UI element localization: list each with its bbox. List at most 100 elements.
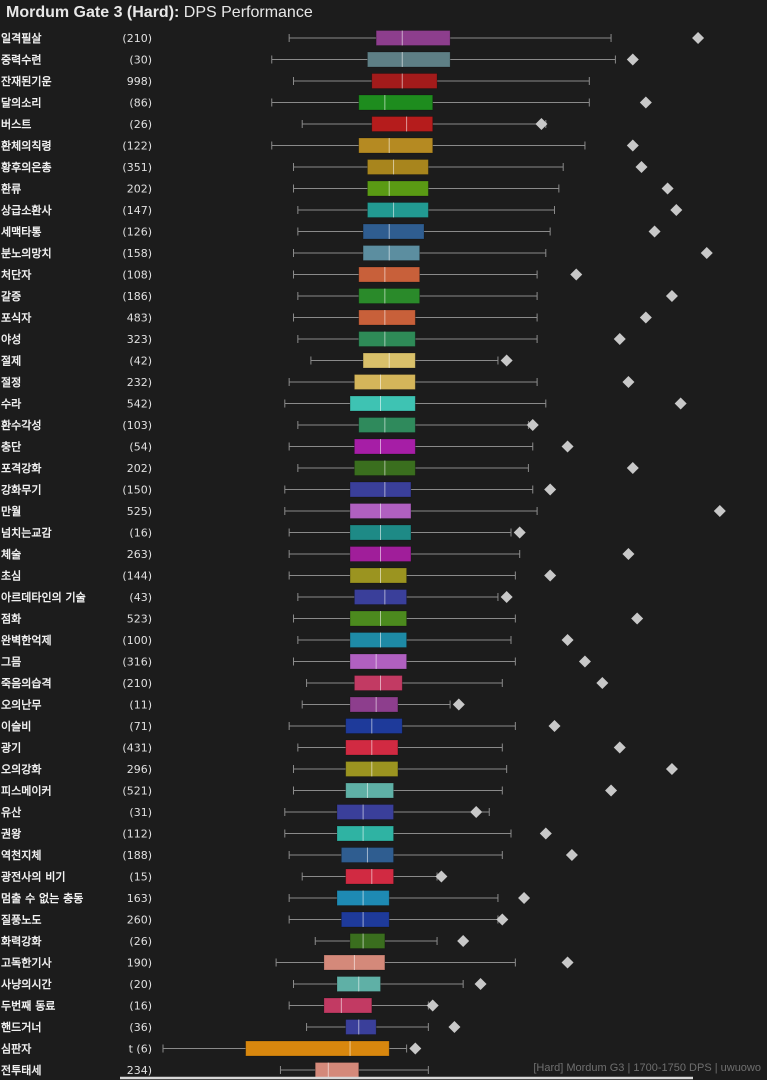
outlier-marker bbox=[526, 419, 539, 431]
box-row: 완벽한억제 (100) bbox=[1, 632, 574, 648]
iqr-box bbox=[345, 868, 394, 885]
category-label: 처단자 bbox=[1, 268, 32, 282]
category-label: 화력강화 bbox=[1, 934, 41, 948]
outlier-marker bbox=[435, 870, 448, 883]
category-label: 충단 bbox=[1, 440, 21, 454]
sample-count-label: (100) bbox=[122, 634, 152, 647]
category-label: 고독한기사 bbox=[1, 956, 52, 970]
sample-count-label: (147) bbox=[122, 204, 152, 217]
box-row: 넘치는교감 (16) bbox=[1, 524, 526, 541]
box-row: 환류 202) bbox=[1, 180, 674, 197]
outlier-marker bbox=[561, 634, 574, 646]
category-label: 넘치는교감 bbox=[1, 526, 52, 540]
box-row: 초심 (144) bbox=[1, 567, 557, 584]
iqr-box bbox=[358, 331, 416, 347]
iqr-box bbox=[314, 1062, 360, 1078]
chart-watermark: [Hard] Mordum G3 | 1700-1750 DPS | uwuow… bbox=[533, 1062, 761, 1074]
outlier-marker bbox=[474, 978, 487, 990]
outlier-marker bbox=[496, 913, 509, 926]
sample-count-label: (103) bbox=[122, 419, 152, 432]
iqr-box bbox=[367, 180, 429, 197]
sample-count-label: 542) bbox=[127, 398, 152, 411]
category-label: 버스트 bbox=[1, 117, 31, 131]
category-label: 수라 bbox=[1, 397, 22, 411]
sample-count-label: (210) bbox=[122, 32, 152, 45]
box-row: 세맥타통 (126) bbox=[1, 223, 661, 240]
sample-count-label: (188) bbox=[122, 849, 152, 862]
outlier-marker bbox=[500, 354, 513, 367]
box-row: 만월 525) bbox=[1, 503, 726, 519]
category-label: 중력수련 bbox=[1, 53, 41, 67]
iqr-box bbox=[371, 73, 438, 89]
iqr-box bbox=[349, 567, 407, 584]
category-label: 포식자 bbox=[1, 311, 32, 325]
category-label: 절정 bbox=[1, 375, 21, 389]
outlier-marker bbox=[665, 290, 678, 302]
iqr-box bbox=[353, 589, 407, 605]
box-row: 이슬비 (71) bbox=[1, 718, 561, 734]
box-row: 그믐 (316) bbox=[1, 653, 591, 670]
sample-count-label: 323) bbox=[127, 333, 152, 346]
box-row: 충단 (54) bbox=[1, 438, 574, 455]
iqr-box bbox=[349, 696, 399, 713]
sample-count-label: (71) bbox=[129, 720, 152, 733]
sample-count-label: (150) bbox=[122, 484, 152, 497]
chart-title-bold: Mordum Gate 3 (Hard): bbox=[6, 4, 180, 21]
outlier-marker bbox=[713, 505, 726, 517]
box-row: 환체의칙령 (122) bbox=[1, 137, 639, 154]
sample-count-label: (43) bbox=[129, 591, 152, 604]
box-row: 야성 323) bbox=[1, 331, 626, 347]
outlier-marker bbox=[426, 999, 439, 1012]
box-row: 수라 542) bbox=[1, 395, 687, 412]
iqr-box bbox=[340, 911, 390, 928]
category-label: 아르데타인의 기술 bbox=[1, 590, 86, 604]
iqr-box bbox=[345, 1019, 377, 1035]
outlier-marker bbox=[626, 462, 639, 474]
category-label: 그믐 bbox=[1, 656, 21, 669]
outlier-marker bbox=[639, 311, 652, 324]
box-row: 잔재된기운 998) bbox=[1, 73, 590, 89]
sample-count-label: (158) bbox=[122, 247, 152, 260]
outlier-marker bbox=[513, 526, 526, 539]
sample-count-label: 202) bbox=[127, 183, 152, 196]
box-row: 고독한기사 190) bbox=[1, 954, 574, 971]
sample-count-label: (42) bbox=[129, 355, 152, 368]
sample-count-label: (108) bbox=[122, 269, 152, 282]
box-row: 피스메이커 (521) bbox=[1, 782, 618, 799]
category-label: 멈출 수 없는 충동 bbox=[1, 891, 83, 905]
category-label: 절제 bbox=[1, 354, 21, 368]
chart-title-rest: DPS Performance bbox=[179, 4, 313, 21]
outlier-marker bbox=[631, 612, 644, 625]
box-row: 점화 523) bbox=[1, 610, 644, 627]
box-row: 중력수련 (30) bbox=[1, 51, 639, 68]
box-row: 환수각성 (103) bbox=[1, 417, 539, 433]
box-row: 오의난무 (11) bbox=[1, 696, 465, 713]
box-row: 갈증 (186) bbox=[1, 288, 678, 304]
box-row: 처단자 (108) bbox=[1, 266, 583, 283]
box-row: 질풍노도 260) bbox=[1, 911, 509, 928]
iqr-box bbox=[358, 417, 416, 433]
category-label: 완벽한억제 bbox=[1, 633, 52, 647]
iqr-box bbox=[367, 51, 451, 68]
sample-count-label: 260) bbox=[127, 914, 152, 927]
outlier-marker bbox=[518, 892, 531, 904]
box-row: 황후의은총 (351) bbox=[1, 159, 648, 175]
sample-count-label: 523) bbox=[127, 613, 152, 626]
box-row: 역천지체 (188) bbox=[1, 847, 578, 863]
category-label: 오의강화 bbox=[1, 762, 41, 776]
category-label: 갈증 bbox=[1, 289, 21, 303]
sample-count-label: (126) bbox=[122, 226, 152, 239]
category-label: 체술 bbox=[1, 547, 21, 561]
outlier-marker bbox=[622, 376, 635, 388]
category-label: 강화무기 bbox=[1, 483, 41, 497]
sample-count-label: 263) bbox=[127, 548, 152, 561]
category-label: 오의난무 bbox=[1, 698, 41, 712]
iqr-box bbox=[371, 116, 434, 132]
box-row: 화력강화 (26) bbox=[1, 933, 470, 949]
sample-count-label: (26) bbox=[129, 118, 152, 131]
sample-count-label: (86) bbox=[129, 97, 152, 110]
box-row: 일격필살 (210) bbox=[1, 30, 705, 46]
category-label: 권왕 bbox=[1, 827, 21, 841]
outlier-marker bbox=[665, 763, 678, 775]
outlier-marker bbox=[635, 161, 648, 173]
